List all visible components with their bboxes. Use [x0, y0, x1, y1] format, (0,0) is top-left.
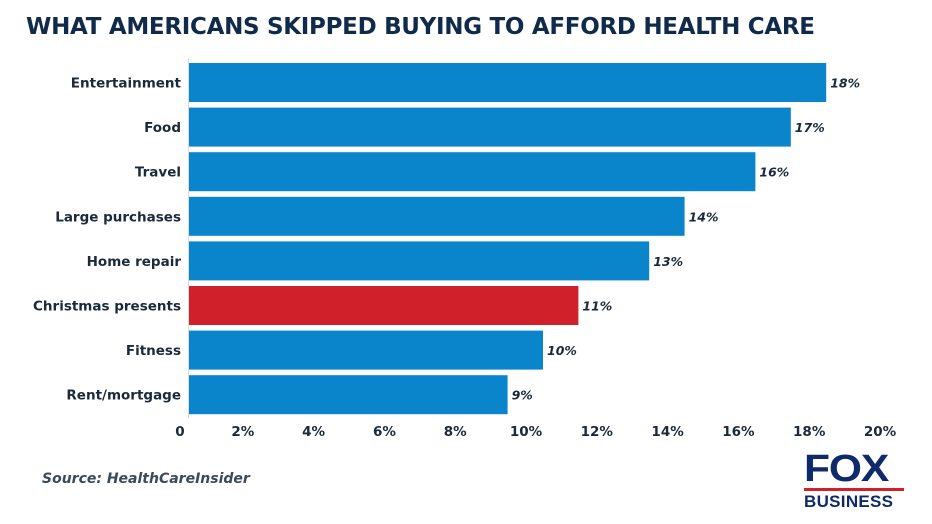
- x-tick-label: 12%: [581, 424, 614, 440]
- x-tick-label: 18%: [793, 424, 826, 440]
- x-tick-label: 0: [175, 424, 184, 440]
- x-tick-label: 20%: [864, 424, 897, 440]
- category-label: Fitness: [126, 343, 181, 359]
- x-tick-label: 10%: [510, 424, 543, 440]
- category-label: Christmas presents: [33, 299, 181, 315]
- source-note: Source: HealthCareInsider: [42, 471, 250, 487]
- value-label: 16%: [759, 165, 789, 180]
- value-label: 10%: [547, 343, 577, 358]
- bar-christmas-presents: [189, 286, 579, 325]
- category-label: Rent/mortgage: [66, 388, 181, 404]
- value-label: 18%: [830, 76, 860, 91]
- category-label: Home repair: [87, 254, 182, 270]
- x-tick-label: 4%: [302, 424, 325, 440]
- x-tick-label: 8%: [444, 424, 467, 440]
- bar-large-purchases: [189, 196, 685, 236]
- logo-business-text: BUSINESS: [804, 492, 894, 511]
- bar-travel: [189, 152, 756, 192]
- category-label: Entertainment: [71, 76, 182, 92]
- x-tick-label: 2%: [231, 424, 254, 440]
- logo-divider: [804, 488, 904, 491]
- value-label: 9%: [512, 388, 533, 403]
- bar-rent-mortgage: [189, 375, 508, 415]
- value-label: 17%: [795, 120, 825, 135]
- bar-entertainment: [189, 63, 827, 102]
- bar-food: [189, 107, 791, 147]
- value-label: 11%: [582, 299, 612, 314]
- category-label: Food: [144, 120, 181, 136]
- fox-business-logo: FOX BUSINESS: [804, 450, 916, 512]
- value-label: 13%: [653, 254, 683, 269]
- x-tick-label: 16%: [722, 424, 755, 440]
- x-tick-label: 14%: [651, 424, 684, 440]
- x-tick-label: 6%: [373, 424, 396, 440]
- bar-fitness: [189, 330, 543, 370]
- chart-title: WHAT AMERICANS SKIPPED BUYING TO AFFORD …: [26, 14, 815, 40]
- value-label: 14%: [689, 209, 719, 224]
- bar-home-repair: [189, 241, 650, 281]
- logo-fox-text: FOX: [804, 448, 889, 490]
- category-label: Travel: [135, 165, 181, 181]
- category-label: Large purchases: [55, 209, 181, 225]
